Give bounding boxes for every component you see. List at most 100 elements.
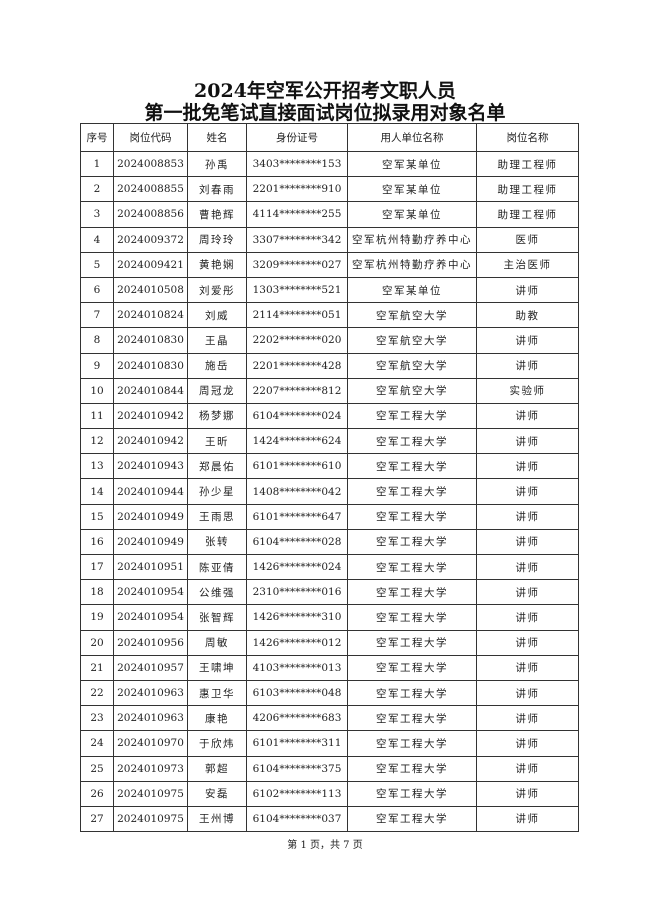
- col-header-position-name: 岗位名称: [476, 123, 579, 152]
- cell-position-code: 2024010963: [113, 679, 188, 707]
- cell-employer: 空军杭州特勤疗养中心: [347, 251, 477, 278]
- cell-id-number: 1426********012: [246, 629, 348, 656]
- cell-id-number: 2114********051: [246, 302, 348, 329]
- cell-position-name: 讲师: [476, 654, 579, 681]
- cell-position-name: 主治医师: [476, 251, 579, 278]
- cell-index: 27: [80, 805, 114, 833]
- cell-id-number: 4206********683: [246, 705, 348, 732]
- col-header-name: 姓名: [187, 123, 247, 152]
- cell-position-code: 2024010970: [113, 730, 188, 757]
- table-header-row: 序号 岗位代码 姓名 身份证号 用人单位名称 岗位名称: [80, 123, 579, 152]
- col-header-index: 序号: [80, 123, 114, 152]
- table-row: 20 2024010956 周敏 1426********012 空军工程大学 讲师: [80, 629, 579, 656]
- table-row: 2 2024008855 刘春雨 2201********910 空军某单位 助理工程师: [80, 176, 579, 203]
- table-row: 12 2024010942 王昕 1424********624 空军工程大学 讲师: [80, 428, 579, 455]
- cell-index: 10: [80, 377, 114, 404]
- table-row: 17 2024010951 陈亚倩 1426********024 空军工程大学 讲师: [80, 553, 579, 581]
- cell-name: 刘爱彤: [187, 276, 247, 304]
- cell-id-number: 6104********024: [246, 402, 348, 430]
- cell-position-code: 2024010824: [113, 302, 188, 329]
- cell-id-number: 1426********024: [246, 553, 348, 581]
- cell-index: 14: [80, 478, 114, 505]
- table-row: 15 2024010949 王雨思 6101********647 空军工程大学 讲师: [80, 503, 579, 530]
- cell-position-name: 讲师: [476, 276, 579, 304]
- table-row: 7 2024010824 刘威 2114********051 空军航空大学 助教: [80, 302, 579, 329]
- cell-position-code: 2024010942: [113, 402, 188, 430]
- cell-index: 12: [80, 428, 114, 455]
- cell-employer: 空军工程大学: [347, 730, 477, 757]
- cell-employer: 空军工程大学: [347, 654, 477, 681]
- cell-position-name: 讲师: [476, 755, 579, 782]
- cell-index: 22: [80, 679, 114, 707]
- cell-position-name: 实验师: [476, 377, 579, 404]
- cell-name: 公维强: [187, 579, 247, 606]
- cell-name: 张转: [187, 528, 247, 556]
- cell-name: 刘春雨: [187, 176, 247, 203]
- cell-index: 25: [80, 755, 114, 782]
- cell-id-number: 2201********428: [246, 352, 348, 379]
- document-title-line2: 第一批免笔试直接面试岗位拟录用对象名单: [144, 102, 506, 124]
- cell-employer: 空军某单位: [347, 276, 477, 304]
- cell-index: 24: [80, 730, 114, 757]
- cell-name: 王啸坤: [187, 654, 247, 681]
- table-row: 24 2024010970 于欣炜 6101********311 空军工程大学 讲师: [80, 730, 579, 757]
- cell-name: 陈亚倩: [187, 553, 247, 581]
- cell-position-name: 讲师: [476, 780, 579, 807]
- cell-name: 郑晨佑: [187, 453, 247, 480]
- cell-name: 孙禹: [187, 150, 247, 178]
- cell-position-code: 2024010830: [113, 327, 188, 354]
- cell-employer: 空军工程大学: [347, 503, 477, 530]
- cell-id-number: 4103********013: [246, 654, 348, 681]
- cell-id-number: 6101********311: [246, 730, 348, 757]
- table-row: 5 2024009421 黄艳娴 3209********027 空军杭州特勤疗养中心主…: [80, 251, 579, 278]
- col-header-id-number: 身份证号: [246, 123, 348, 152]
- cell-index: 21: [80, 654, 114, 681]
- table-row: 8 2024010830 王晶 2202********020 空军航空大学 讲师: [80, 327, 579, 354]
- cell-name: 曹艳辉: [187, 201, 247, 228]
- cell-position-name: 讲师: [476, 402, 579, 430]
- cell-position-name: 讲师: [476, 453, 579, 480]
- cell-id-number: 6101********647: [246, 503, 348, 530]
- cell-index: 18: [80, 579, 114, 606]
- document-title-line1: 2024年空军公开招考文职人员: [194, 80, 456, 102]
- cell-id-number: 4114********255: [246, 201, 348, 228]
- cell-position-code: 2024010949: [113, 528, 188, 556]
- cell-name: 黄艳娴: [187, 251, 247, 278]
- cell-index: 6: [80, 276, 114, 304]
- cell-id-number: 6104********375: [246, 755, 348, 782]
- cell-index: 7: [80, 302, 114, 329]
- cell-position-name: 讲师: [476, 478, 579, 505]
- cell-id-number: 3209********027: [246, 251, 348, 278]
- cell-position-code: 2024010942: [113, 428, 188, 455]
- cell-position-code: 2024010957: [113, 654, 188, 681]
- cell-position-name: 讲师: [476, 579, 579, 606]
- cell-position-name: 讲师: [476, 679, 579, 707]
- table-row: 11 2024010942 杨梦娜 6104********024 空军工程大学 讲师: [80, 402, 579, 430]
- cell-name: 孙少星: [187, 478, 247, 505]
- table-row: 14 2024010944 孙少星 1408********042 空军工程大学 讲师: [80, 478, 579, 505]
- table-row: 27 2024010975 王州博 6104********037 空军工程大学 讲师: [80, 805, 579, 833]
- cell-name: 周冠龙: [187, 377, 247, 404]
- cell-position-code: 2024010963: [113, 705, 188, 732]
- cell-id-number: 1426********310: [246, 604, 348, 631]
- cell-name: 王州博: [187, 805, 247, 833]
- table-row: 19 2024010954 张智辉 1426********310 空军工程大学 讲师: [80, 604, 579, 631]
- cell-position-code: 2024010973: [113, 755, 188, 782]
- cell-name: 王雨思: [187, 503, 247, 530]
- cell-position-code: 2024009421: [113, 251, 188, 278]
- cell-employer: 空军航空大学: [347, 352, 477, 379]
- cell-position-code: 2024010954: [113, 579, 188, 606]
- table-row: 13 2024010943 郑晨佑 6101********610 空军工程大学 讲师: [80, 453, 579, 480]
- cell-employer: 空军航空大学: [347, 377, 477, 404]
- cell-employer: 空军某单位: [347, 201, 477, 228]
- cell-id-number: 6102********113: [246, 780, 348, 807]
- cell-name: 郭超: [187, 755, 247, 782]
- cell-index: 17: [80, 553, 114, 581]
- cell-employer: 空军工程大学: [347, 780, 477, 807]
- cell-position-code: 2024010943: [113, 453, 188, 480]
- col-header-position-code: 岗位代码: [113, 123, 188, 152]
- table-row: 18 2024010954 公维强 2310********016 空军工程大学 讲师: [80, 579, 579, 606]
- cell-position-code: 2024010975: [113, 805, 188, 833]
- cell-position-code: 2024010975: [113, 780, 188, 807]
- cell-name: 张智辉: [187, 604, 247, 631]
